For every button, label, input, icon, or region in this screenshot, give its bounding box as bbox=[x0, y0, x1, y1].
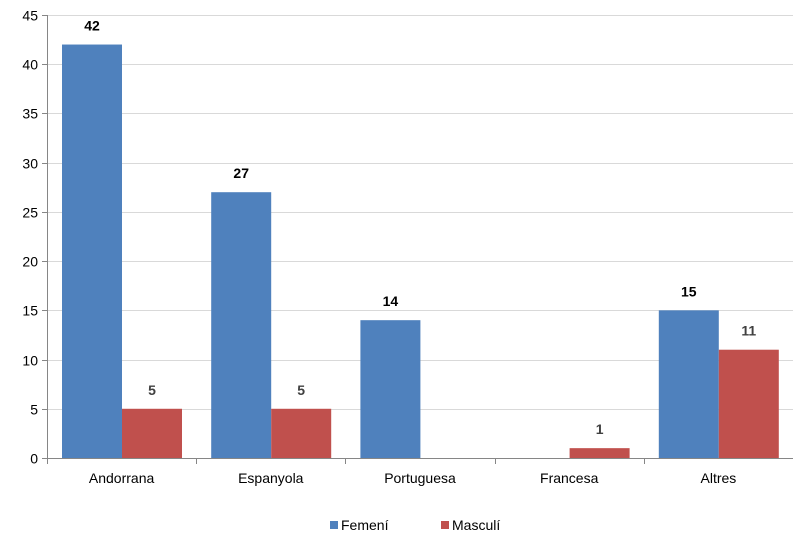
x-tick-label: Altres bbox=[701, 470, 737, 486]
x-tick-label: Francesa bbox=[540, 470, 599, 486]
bar-femen bbox=[658, 310, 719, 458]
legend-swatch bbox=[330, 521, 338, 529]
data-label: 5 bbox=[297, 382, 305, 398]
y-tick-label: 5 bbox=[30, 402, 38, 418]
bar-mascul bbox=[122, 408, 182, 458]
y-tick-label: 0 bbox=[30, 451, 38, 467]
y-tick-label: 40 bbox=[22, 57, 38, 73]
y-tick-label: 45 bbox=[22, 8, 38, 24]
y-tick-label: 35 bbox=[22, 106, 38, 122]
data-label: 42 bbox=[84, 18, 100, 34]
y-tick-label: 15 bbox=[22, 303, 38, 319]
x-tick-label: Andorrana bbox=[89, 470, 155, 486]
data-label: 1 bbox=[596, 421, 604, 437]
gridlines bbox=[47, 15, 793, 410]
data-label: 11 bbox=[741, 323, 756, 339]
bar-femen bbox=[360, 320, 421, 458]
x-tick-label: Portuguesa bbox=[384, 470, 456, 486]
y-tick-label: 10 bbox=[22, 353, 38, 369]
legend: Femení Masculí bbox=[330, 517, 500, 533]
y-tick-label: 30 bbox=[22, 156, 38, 172]
legend-swatch bbox=[441, 521, 449, 529]
y-tick-label: 25 bbox=[22, 205, 38, 221]
y-tick-label: 20 bbox=[22, 254, 38, 270]
bar-mascul bbox=[718, 349, 779, 458]
bar-mascul bbox=[569, 448, 630, 458]
legend-label: Masculí bbox=[452, 517, 500, 533]
data-label: 5 bbox=[148, 382, 156, 398]
x-tick-label: Espanyola bbox=[238, 470, 304, 486]
data-label: 15 bbox=[681, 283, 697, 299]
data-label: 14 bbox=[383, 293, 399, 309]
data-label: 27 bbox=[233, 165, 249, 181]
legend-label: Femení bbox=[341, 517, 389, 533]
bar-femen bbox=[211, 192, 272, 458]
bars bbox=[62, 44, 779, 459]
bar-mascul bbox=[271, 408, 332, 458]
bar-femen bbox=[62, 44, 122, 459]
